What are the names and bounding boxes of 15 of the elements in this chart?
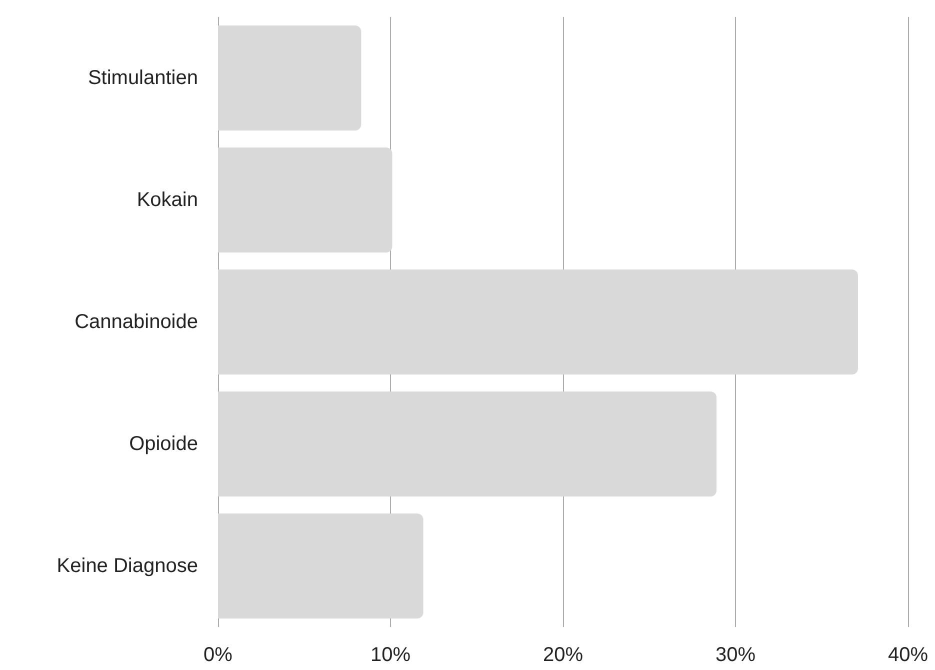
bar	[218, 270, 858, 374]
y-tick-label: Cannabinoide	[74, 311, 198, 333]
x-tick-label: 0%	[204, 644, 233, 666]
y-tick-label: Stimulantien	[88, 67, 198, 89]
y-tick-label: Keine Diagnose	[56, 555, 198, 577]
bar	[218, 392, 717, 496]
bar	[218, 148, 392, 252]
bar	[218, 26, 362, 130]
y-tick-label: Opioide	[129, 433, 198, 455]
x-tick-label: 20%	[542, 644, 584, 666]
bar	[218, 514, 424, 618]
x-tick-label: 10%	[370, 644, 411, 666]
x-tick-label: 40%	[888, 644, 928, 666]
x-tick-label: 30%	[715, 644, 756, 666]
y-tick-label: Kokain	[136, 189, 198, 211]
